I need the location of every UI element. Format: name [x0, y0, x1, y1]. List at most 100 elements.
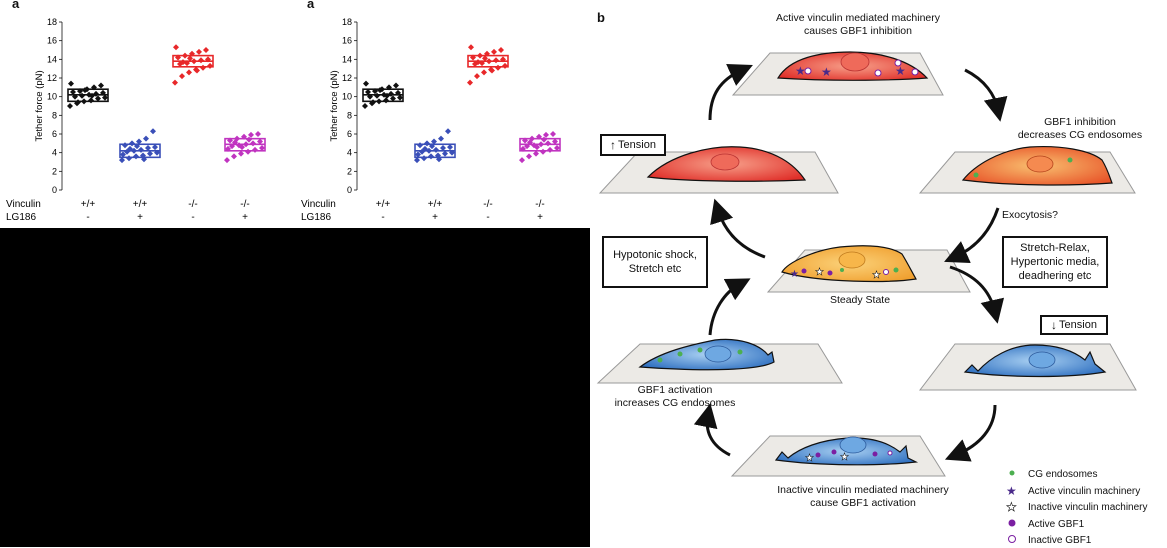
lg186-value: -	[191, 212, 194, 223]
arrow-right-lower-to-bottom	[944, 404, 997, 462]
y-tick-label: 2	[52, 166, 57, 176]
data-point	[133, 153, 139, 160]
tension-up-box: ↑ Tension	[600, 134, 666, 156]
tension-up-label: Tension	[618, 139, 656, 151]
lg186-value: -	[486, 212, 489, 223]
caption-top: Active vinculin mediated machinery cause…	[776, 12, 940, 37]
svg-text:★: ★	[1006, 484, 1017, 496]
data-point	[257, 138, 263, 145]
data-point	[134, 143, 140, 150]
y-tick-label: 4	[52, 148, 57, 158]
data-point	[482, 55, 488, 62]
y-tick-label: 12	[47, 73, 57, 83]
y-tick-label: 8	[52, 110, 57, 120]
panel-letter-b: b	[597, 10, 605, 25]
data-point	[424, 140, 430, 147]
data-point	[229, 143, 235, 150]
data-point	[75, 99, 81, 106]
inactive-gbf1-icon	[1006, 533, 1018, 548]
arrow-right-to-middle	[944, 207, 1000, 264]
data-point	[481, 69, 487, 76]
data-point	[479, 60, 485, 67]
cell-cycle-diagram: ★ ★ ★ ★ ★ ★ ★ ★	[596, 51, 1137, 477]
data-point	[495, 64, 501, 71]
y-tick-label: 16	[47, 36, 57, 46]
row-label-vinculin: Vinculin	[6, 199, 41, 210]
arrow-bottom-to-left-lower	[693, 403, 731, 457]
cg-endosome-icon	[1006, 467, 1018, 482]
data-point	[520, 145, 526, 152]
data-point	[545, 140, 551, 147]
y-tick-label: 6	[347, 129, 352, 139]
active-vinculin-icon: ★	[1006, 484, 1018, 499]
arrow-up-icon: ↑	[610, 138, 617, 152]
data-point	[384, 92, 390, 99]
data-point	[534, 144, 540, 151]
data-point	[491, 48, 497, 55]
data-point	[550, 131, 556, 137]
y-tick-label: 14	[342, 54, 352, 64]
vinculin-value: +/+	[428, 199, 443, 210]
legend-item: ★ Inactive vinculin machinery	[1006, 500, 1148, 515]
black-region	[0, 228, 590, 547]
data-point	[554, 145, 560, 151]
data-point	[533, 150, 539, 157]
data-point	[440, 145, 446, 151]
tension-down-label: Tension	[1059, 319, 1097, 331]
arrow-left-lower-to-middle	[708, 278, 751, 336]
data-point	[363, 80, 369, 87]
data-point	[377, 87, 383, 94]
data-point	[91, 84, 97, 91]
y-tick-label: 10	[342, 92, 352, 102]
y-axis-label: Tether force (pN)	[34, 70, 45, 141]
svg-text:★: ★	[805, 453, 814, 464]
data-point	[484, 50, 490, 57]
hypotonic-box: Hypotonic shock, Stretch etc	[602, 236, 708, 288]
data-point	[241, 133, 247, 140]
data-point	[82, 87, 88, 94]
data-point	[245, 148, 251, 155]
data-point	[415, 151, 421, 158]
legend-label: CG endosomes	[1028, 469, 1098, 481]
tether-force-chart-2: 0 2 4 6 8 10 12 14 16 18 Tether force (pN) Vinculin…	[301, 17, 561, 223]
data-point	[152, 144, 158, 151]
y-tick-label: 0	[52, 185, 57, 195]
data-point	[127, 145, 133, 152]
data-point	[136, 138, 142, 145]
arrow-down-icon: ↓	[1051, 318, 1058, 332]
data-point	[442, 150, 448, 157]
data-point	[527, 139, 533, 146]
active-vinculin-icon: ★	[895, 64, 906, 78]
caption-right-upper: GBF1 inhibition decreases CG endosomes	[1017, 116, 1143, 141]
svg-text:★: ★	[815, 267, 824, 278]
data-point	[470, 54, 476, 61]
data-point	[524, 143, 530, 150]
row-label-lg186: LG186	[301, 212, 331, 223]
data-point	[474, 73, 480, 80]
data-point	[72, 93, 78, 100]
data-point	[179, 73, 185, 80]
caption-bottom: Inactive vinculin mediated machinery cau…	[777, 484, 949, 509]
data-point	[252, 146, 258, 153]
data-point	[225, 145, 231, 152]
y-tick-label: 10	[47, 92, 57, 102]
stretch-box: Stretch-Relax, Hypertonic media, deadher…	[1002, 236, 1108, 288]
caption-left-lower: GBF1 activation increases CG endosomes	[614, 384, 736, 409]
data-point	[467, 79, 473, 86]
data-point	[447, 144, 453, 151]
legend-label: Active GBF1	[1028, 518, 1085, 530]
data-point	[120, 151, 126, 158]
data-point	[147, 150, 153, 157]
data-point	[143, 135, 149, 142]
data-point	[433, 146, 439, 153]
legend-label: Inactive vinculin machinery	[1028, 502, 1148, 514]
data-point	[428, 153, 434, 160]
y-tick-label: 16	[342, 36, 352, 46]
data-point	[126, 155, 132, 162]
data-point	[367, 93, 373, 100]
data-point	[519, 157, 525, 164]
lg186-value: +	[242, 212, 248, 223]
data-point	[243, 141, 249, 148]
data-point	[376, 98, 382, 105]
data-point	[395, 89, 401, 96]
